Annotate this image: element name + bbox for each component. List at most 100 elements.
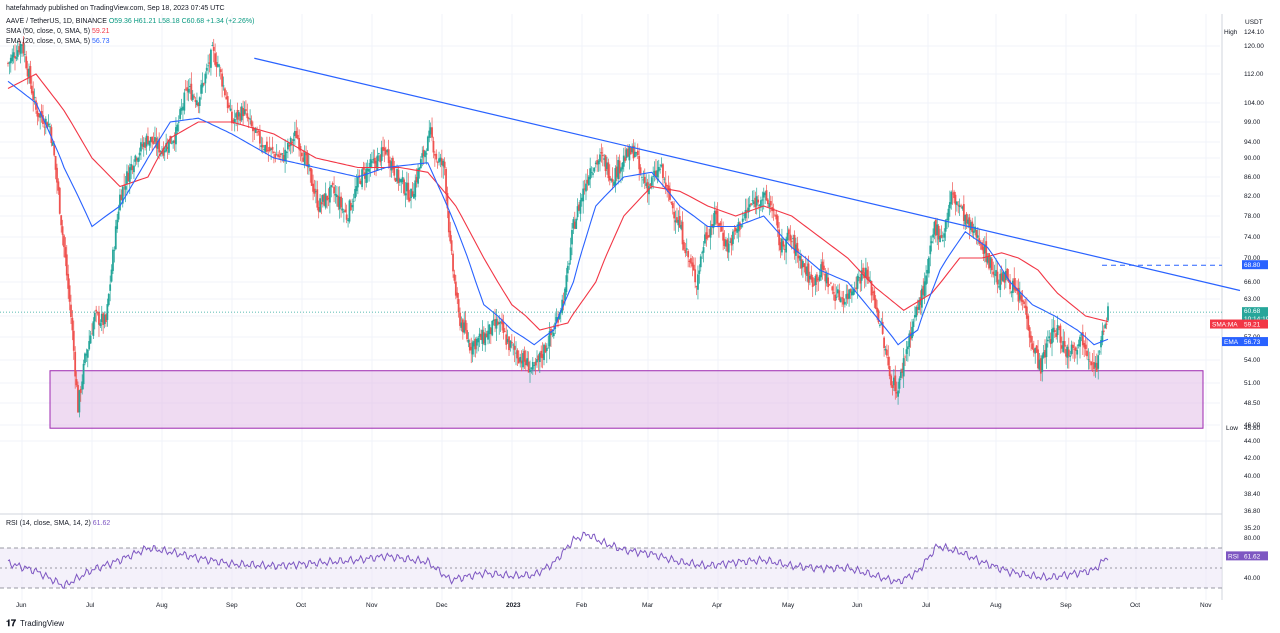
candle-body [781, 238, 783, 253]
candle-body [755, 196, 758, 206]
rsi-legend[interactable]: RSI (14, close, SMA, 14, 2) 61.62 [6, 519, 110, 528]
candle-body [403, 179, 405, 194]
candle-body [424, 151, 426, 158]
candle-body [79, 388, 82, 393]
candle-body [28, 68, 30, 78]
candle-body [61, 226, 64, 235]
candle-body [1017, 287, 1020, 302]
time-tick-label: Feb [576, 602, 588, 609]
candle-body [976, 235, 979, 238]
candle-body [811, 277, 814, 288]
candle-body [439, 157, 442, 162]
candle-body [126, 171, 128, 185]
time-axis[interactable]: Jun Jul Aug Sep Oct Nov Dec 2023 Feb Mar Apr May Jun… [16, 602, 1212, 609]
support-zone[interactable] [49, 370, 1204, 429]
candle-body [1021, 300, 1024, 302]
candle-body [955, 201, 958, 205]
candle-body [310, 169, 313, 186]
candle-body [19, 43, 22, 54]
candle-body [802, 261, 804, 268]
candle-body [536, 359, 538, 363]
candle-body [390, 161, 393, 171]
candle-body [54, 156, 57, 170]
candle-body [316, 189, 319, 208]
price-tick-label: 54.00 [1244, 357, 1261, 364]
candle-body [583, 188, 586, 190]
candle-body [379, 155, 382, 163]
candle-body [870, 281, 873, 296]
candle-body [57, 181, 60, 191]
candle-body [442, 160, 445, 167]
candle-body [11, 54, 14, 62]
candle-body [271, 146, 274, 150]
candle-body [604, 155, 607, 172]
candle-body [453, 274, 456, 281]
candle-body [992, 271, 995, 275]
candle-body [1077, 344, 1080, 346]
candle-body [548, 331, 551, 347]
candle-body [509, 340, 512, 348]
candle-body [1020, 295, 1023, 302]
candle-body [481, 329, 484, 345]
candle-body [239, 113, 242, 121]
candle-body [120, 194, 123, 201]
candle-body [1027, 315, 1030, 330]
candle-body [435, 153, 438, 160]
candle-body [82, 363, 85, 385]
time-tick-label: Oct [296, 602, 306, 609]
candle-body [587, 176, 590, 186]
candle-body [501, 319, 503, 325]
candle-body [380, 147, 383, 161]
candle-body [925, 275, 927, 285]
candle-body [342, 211, 345, 213]
candle-body [1073, 348, 1076, 350]
axis-currency-label: USDT [1245, 19, 1263, 26]
moving-averages [7, 73, 1109, 346]
candle-body [969, 222, 972, 231]
candle-body [575, 218, 578, 229]
candle-body [177, 121, 180, 123]
candle-body [267, 150, 270, 151]
candle-body [135, 158, 138, 161]
candle-body [277, 154, 280, 157]
candle-body [912, 321, 915, 328]
candle-body [16, 50, 19, 57]
candle-body [203, 83, 205, 85]
candle-body [694, 269, 697, 283]
candle-body [881, 321, 884, 334]
candle-body [461, 319, 464, 333]
candle-body [98, 311, 100, 325]
candle-body [124, 186, 127, 190]
time-tick-label: Dec [436, 602, 448, 609]
candle-body [78, 390, 81, 413]
symbol-legend[interactable]: AAVE / TetherUS, 1D, BINANCE O59.36 H61.… [6, 17, 254, 26]
candle-body [933, 221, 936, 235]
candle-body [331, 183, 334, 185]
drawings[interactable] [0, 57, 1241, 313]
sma-legend[interactable]: SMA (50, close, 0, SMA, 5) 59.21 [6, 27, 110, 36]
footer[interactable]: 𝟏𝟕 TradingView [6, 618, 64, 629]
candle-body [613, 182, 615, 186]
candle-body [274, 153, 277, 159]
ema-legend-text: EMA (20, close, 0, SMA, 5) [6, 38, 91, 45]
candle-body [999, 273, 1002, 290]
ema-legend[interactable]: EMA (20, close, 0, SMA, 5) 56.73 [6, 37, 110, 46]
price-tick-label: 78.00 [1244, 213, 1261, 220]
candle-body [12, 52, 15, 58]
candle-body [487, 330, 489, 340]
candle-body [398, 179, 401, 182]
candle-body [631, 146, 634, 153]
candle-body [96, 312, 99, 314]
candle-body [320, 202, 323, 205]
price-tick-label: 104.00 [1244, 100, 1264, 107]
candle-body [86, 349, 89, 358]
candle-body [134, 155, 137, 162]
time-tick-label: Apr [712, 602, 723, 609]
candle-body [866, 269, 869, 280]
candle-body [704, 234, 706, 244]
time-tick-label: Aug [990, 602, 1002, 609]
candle-body [238, 112, 240, 117]
candle-body [527, 361, 530, 373]
candle-body [876, 307, 878, 312]
